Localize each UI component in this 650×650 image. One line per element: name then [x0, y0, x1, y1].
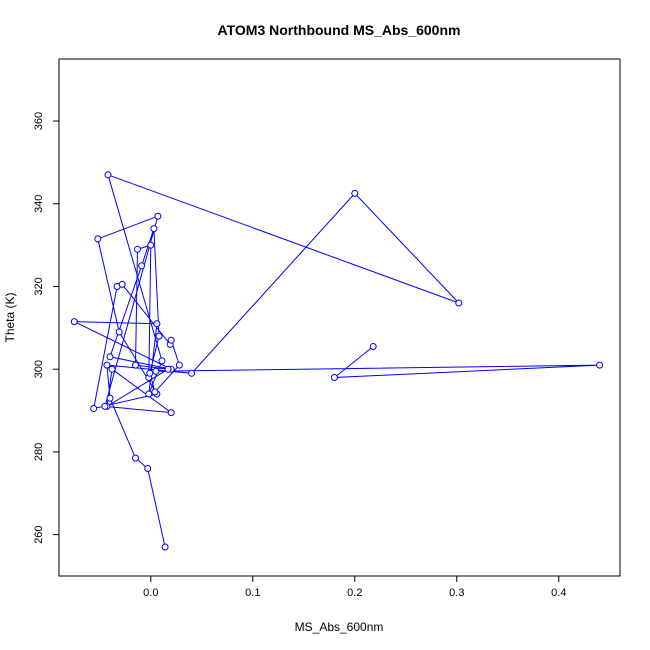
- data-point: [369, 343, 377, 350]
- data-point: [351, 189, 359, 197]
- y-tick-label: 360: [33, 112, 45, 130]
- data-point: [103, 361, 111, 369]
- x-tick-label: 0.0: [143, 587, 158, 599]
- chart-title: ATOM3 Northbound MS_Abs_600nm: [218, 22, 461, 38]
- data-point: [132, 361, 139, 369]
- y-tick-label: 280: [33, 443, 45, 461]
- data-point: [132, 454, 139, 462]
- y-tick-label: 320: [33, 277, 45, 295]
- x-tick-label: 0.1: [245, 587, 260, 599]
- data-point: [90, 405, 98, 412]
- series-layer: [70, 171, 604, 551]
- y-axis-label: Theta (K): [3, 292, 17, 342]
- plot-box: [58, 58, 621, 577]
- data-point: [115, 328, 123, 336]
- data-point: [108, 365, 116, 373]
- y-tick-label: 260: [33, 525, 45, 543]
- data-point: [152, 367, 160, 375]
- data-point: [330, 374, 338, 381]
- data-point: [167, 336, 175, 344]
- data-point: [138, 262, 146, 270]
- data-point: [134, 245, 141, 253]
- data-point: [167, 409, 175, 417]
- data-point: [94, 235, 102, 243]
- data-point: [146, 369, 154, 377]
- data-point: [151, 388, 159, 396]
- data-point: [106, 394, 114, 402]
- data-point: [153, 320, 161, 328]
- data-point: [150, 225, 158, 233]
- data-point: [161, 543, 169, 551]
- y-tick-label: 340: [33, 195, 45, 213]
- data-point: [106, 353, 114, 361]
- data-point: [188, 369, 196, 377]
- data-point: [455, 299, 463, 307]
- x-tick-label: 0.4: [551, 587, 566, 599]
- x-axis: 0.0 0.1 0.2 0.3 0.4: [143, 575, 566, 599]
- data-point: [596, 361, 604, 369]
- y-axis: 260 280 300 320 340 360: [33, 112, 60, 544]
- data-point: [175, 361, 183, 369]
- data-point: [155, 332, 163, 340]
- x-tick-label: 0.3: [449, 587, 464, 599]
- data-point: [104, 171, 112, 179]
- data-point: [118, 280, 126, 288]
- data-point: [144, 465, 152, 472]
- data-point: [101, 402, 109, 410]
- data-point: [70, 318, 78, 326]
- data-point: [154, 212, 162, 220]
- x-tick-label: 0.2: [347, 587, 362, 599]
- data-point: [145, 390, 153, 398]
- data-point: [158, 357, 166, 365]
- x-axis-label: MS_Abs_600nm: [295, 620, 384, 634]
- data-point: [147, 241, 155, 249]
- data-point: [164, 365, 172, 373]
- y-tick-label: 300: [33, 360, 45, 378]
